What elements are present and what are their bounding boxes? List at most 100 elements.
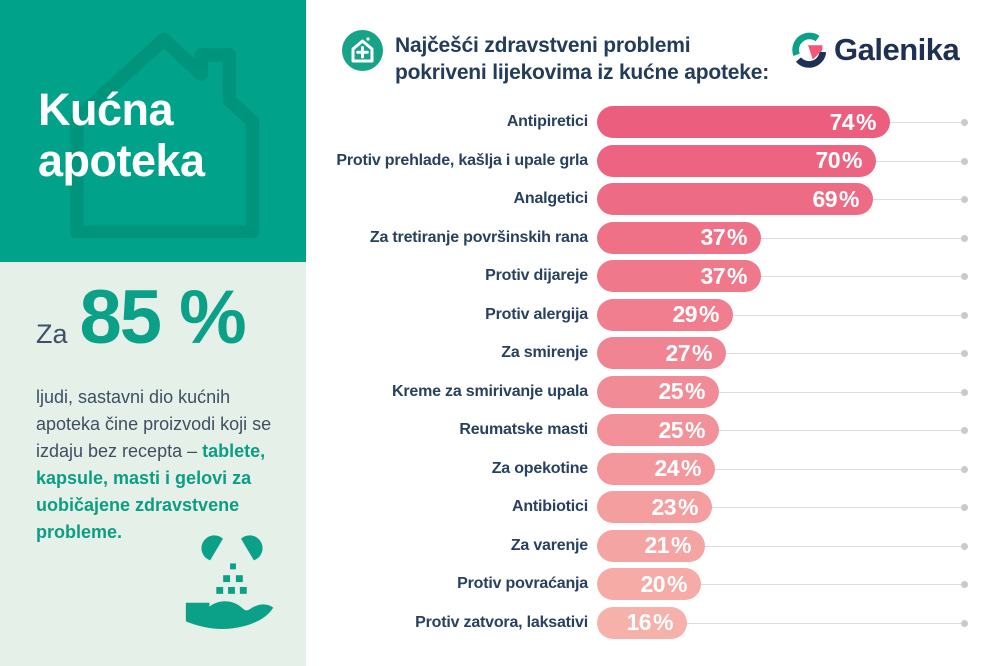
bar-label: Reumatske masti [459,421,588,438]
bar-label: Analgetici [513,190,589,207]
track-end-dot [961,234,968,242]
bar: 70% [597,144,876,177]
bar-value-label: 21% [644,532,691,558]
chart-title-line1: Najčešći zdravstveni problemi [395,34,691,57]
bar-chart: Antipiretici 74% Protiv prehlade, kašlja i… [330,103,980,653]
bar-value-label: 70% [815,147,862,173]
track-end-dot [961,581,968,588]
chart-row: Za opekotine 24% [330,450,975,488]
bar-track-line [597,545,964,547]
bar-track-line [597,276,964,277]
house-outline-icon [70,32,260,238]
bar-track-line [597,353,964,354]
chart-row: Antibiotici 23% [330,488,975,526]
bar: 25% [597,375,719,408]
track-end-dot [961,427,968,434]
bar-label: Kreme za smirivanje upala [392,382,588,400]
track-end-dot [961,542,968,550]
stat-prefix: Za [36,319,68,349]
bar: 23% [597,491,712,523]
chart-row: Reumatske masti 25% [330,411,975,449]
bar-value-label: 16% [626,609,673,635]
bar-label: Protiv dijareje [485,267,588,284]
galenika-g-icon [792,32,827,68]
bar-label: Za opekotine [491,459,588,477]
chart-row: Za smirenje 27% [330,334,975,372]
galenika-logo: Galenika [789,29,960,71]
chart-row: Antipiretici 74% [330,103,975,141]
stat-paragraph-plain: ljudi, sastavni dio kućnih apoteka čine … [36,387,272,461]
chart-title-line2: pokriveni lijekovima iz kućne apoteke: [395,60,770,84]
logo-wordmark: Galenika [834,32,960,67]
track-end-dot [961,619,968,627]
chart-title: Najčešći zdravstveni problemi pokriveni … [395,33,769,87]
chart-row: Kreme za smirivanje upala 25% [330,373,975,411]
bar-label: Protiv prehlade, kašlja i upale grla [336,151,588,169]
track-end-dot [961,388,968,396]
bar: 25% [597,414,719,446]
bar-value-label: 37% [700,262,747,289]
bar: 69% [597,183,873,215]
bar: 74% [597,106,890,138]
track-end-dot [961,465,968,473]
bar: 20% [597,568,701,600]
bar-track-line [597,430,964,431]
bar-label: Protiv povraćanja [457,575,588,592]
chart-row: Za varenje 21% [330,527,975,565]
track-end-dot [961,350,968,357]
track-end-dot [961,273,968,280]
bar-value-label: 29% [672,301,719,327]
track-end-dot [961,157,968,165]
bar-value-label: 25% [658,378,705,404]
stat-paragraph-highlight: tablete, kapsule, masti i gelovi za uobi… [36,441,266,542]
bar-label: Protiv zatvora, laksativi [415,613,588,631]
left-mint-panel: Za 85 % ljudi, sastavni dio kućnih apote… [0,262,306,666]
track-end-dot [961,119,968,126]
bar-label: Antipiretici [506,113,588,130]
bar: 16% [597,606,687,639]
chart-row: Protiv dijareje 37% [330,257,975,295]
bar-label: Protiv alergija [485,305,588,323]
bar: 27% [597,337,726,369]
chart-row: Za tretiranje površinskih rana 37% [330,219,975,257]
bar: 21% [597,529,705,562]
track-end-dot [961,311,968,319]
bar-label: Za smirenje [501,344,588,361]
track-end-dot [961,196,968,203]
hand-pills-icon [185,535,274,629]
bar: 29% [597,298,733,331]
track-end-dot [961,504,968,511]
left-green-panel: Kućna apoteka [0,0,306,262]
chart-row: Protiv alergija 29% [330,296,975,334]
stat-row: Za 85 % [36,274,247,361]
bar-track-line [597,314,964,316]
bar-value-label: 69% [812,185,859,212]
bar-value-label: 37% [700,224,747,250]
bar-track-line [597,622,964,624]
bar-track-line [597,507,964,508]
bar: 37% [597,260,761,292]
bar-value-label: 24% [654,455,701,481]
bar-track-line [597,468,964,470]
chart-row: Protiv povraćanja 20% [330,565,975,603]
chart-row: Analgetici 69% [330,180,975,218]
bar-track-line [597,237,964,239]
bar-value-label: 25% [658,416,705,443]
stat-value: 85 % [79,275,247,360]
bar-value-label: 20% [640,570,687,597]
bar-label: Za varenje [510,536,588,554]
chart-row: Protiv zatvora, laksativi 16% [330,604,975,642]
house-plus-icon [342,30,383,71]
bar-value-label: 27% [665,339,712,366]
bar-value-label: 23% [651,493,698,520]
bar-value-label: 74% [829,108,876,135]
bar-label: Antibiotici [511,498,588,515]
stat-paragraph: ljudi, sastavni dio kućnih apoteka čine … [36,384,288,546]
bar: 37% [597,221,761,254]
bar-track-line [597,391,964,393]
bar-label: Za tretiranje površinskih rana [369,228,588,246]
bar-track-line [597,584,964,585]
panel-title: Kućna apoteka [38,84,205,187]
chart-row: Protiv prehlade, kašlja i upale grla 70% [330,142,975,180]
